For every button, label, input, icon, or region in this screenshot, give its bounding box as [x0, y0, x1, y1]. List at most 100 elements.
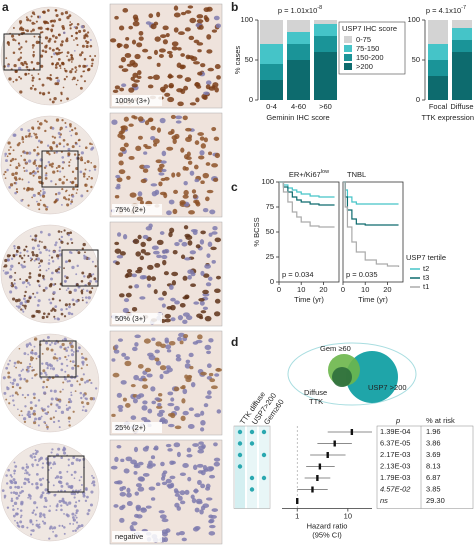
nucleus — [49, 74, 52, 77]
nucleus — [143, 338, 151, 344]
nucleus — [13, 469, 17, 473]
nucleus — [31, 28, 35, 32]
nucleus — [26, 29, 29, 33]
bar-segment — [260, 44, 283, 64]
nucleus — [71, 241, 74, 245]
nucleus — [38, 139, 41, 143]
nucleus — [175, 120, 182, 124]
nucleus — [181, 398, 186, 404]
nucleus — [74, 141, 78, 145]
nucleus — [40, 415, 43, 418]
nucleus — [39, 512, 43, 516]
nucleus — [196, 14, 204, 19]
nucleus — [121, 486, 127, 490]
nucleus — [125, 292, 132, 298]
nucleus — [83, 256, 87, 260]
nucleus — [65, 178, 69, 181]
nucleus — [137, 135, 143, 140]
nucleus — [51, 162, 54, 166]
nucleus — [41, 194, 46, 198]
nucleus — [68, 305, 71, 309]
nucleus — [75, 299, 79, 303]
nucleus — [137, 363, 144, 369]
nucleus — [71, 360, 75, 363]
nucleus — [62, 448, 65, 452]
nucleus — [147, 408, 153, 414]
nucleus — [110, 465, 118, 470]
nucleus — [158, 48, 166, 53]
nucleus — [44, 286, 48, 290]
nucleus — [69, 522, 72, 525]
nucleus — [28, 275, 32, 279]
nucleus — [88, 169, 91, 172]
nucleus — [57, 191, 61, 195]
nucleus — [126, 487, 131, 494]
nucleus — [68, 164, 71, 167]
nucleus — [69, 360, 72, 363]
nucleus — [25, 169, 28, 173]
nucleus — [29, 497, 32, 500]
nucleus — [132, 72, 139, 78]
nucleus — [18, 386, 22, 390]
bar-segment — [287, 60, 310, 100]
nucleus — [23, 248, 26, 252]
nucleus — [86, 68, 90, 72]
nucleus — [71, 128, 74, 132]
nucleus — [18, 142, 21, 145]
nucleus — [34, 352, 38, 356]
nucleus — [38, 248, 41, 251]
nucleus — [50, 19, 54, 23]
nucleus — [27, 129, 31, 132]
nucleus — [57, 419, 60, 423]
nucleus — [163, 271, 169, 276]
nucleus — [68, 501, 72, 505]
nucleus — [63, 279, 67, 283]
nucleus — [17, 58, 21, 62]
nucleus — [147, 56, 152, 60]
nucleus — [31, 11, 35, 15]
nucleus — [60, 61, 65, 66]
nucleus — [182, 115, 188, 121]
nucleus — [33, 337, 38, 341]
nucleus — [72, 518, 76, 522]
nucleus — [200, 63, 206, 68]
nucleus — [203, 91, 210, 96]
nucleus — [37, 191, 41, 195]
nucleus — [19, 278, 22, 281]
nucleus — [10, 475, 13, 478]
nucleus — [39, 194, 42, 197]
nucleus — [196, 463, 204, 468]
nucleus — [36, 61, 40, 65]
nucleus — [140, 249, 146, 254]
nucleus — [53, 136, 57, 139]
nucleus — [144, 252, 151, 256]
nucleus — [45, 269, 48, 272]
nucleus — [81, 360, 85, 365]
nucleus — [121, 352, 127, 357]
nucleus — [193, 164, 199, 170]
nucleus — [17, 305, 21, 309]
nucleus — [52, 141, 56, 145]
x-axis-label: Time (yr) — [294, 295, 324, 304]
nucleus — [24, 307, 27, 310]
nucleus — [28, 283, 31, 286]
nucleus — [137, 266, 143, 272]
venn-label: USP7 >200 — [368, 383, 407, 392]
nucleus — [21, 414, 24, 417]
nucleus — [214, 373, 220, 377]
caption-bg — [112, 95, 162, 106]
bar-segment — [452, 20, 472, 28]
nucleus — [82, 70, 85, 73]
nucleus — [31, 21, 35, 25]
nucleus — [123, 116, 129, 122]
nucleus — [131, 521, 138, 526]
nucleus — [171, 271, 179, 277]
nucleus — [137, 70, 142, 76]
nucleus — [122, 8, 129, 13]
nucleus — [38, 77, 41, 81]
nucleus — [91, 58, 95, 62]
p-value: 6.37E-05 — [380, 438, 410, 447]
nucleus — [175, 115, 183, 120]
nucleus — [170, 304, 176, 311]
nucleus — [141, 384, 149, 389]
